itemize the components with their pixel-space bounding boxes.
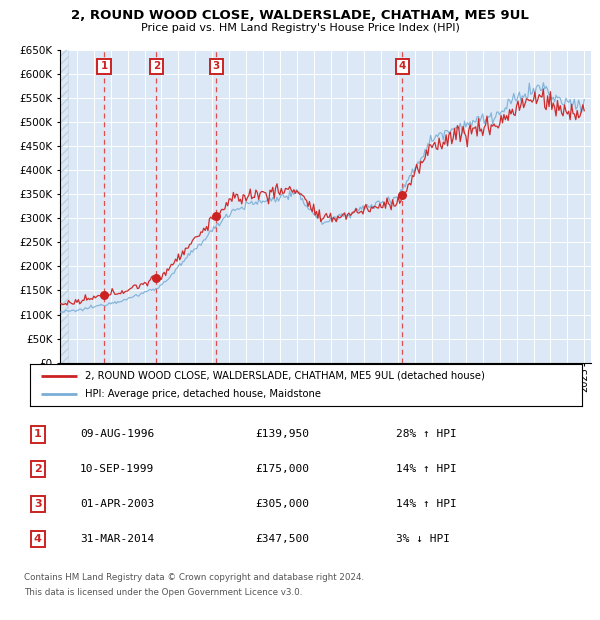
Text: £305,000: £305,000 [255,499,309,509]
Text: 2: 2 [153,61,160,71]
Text: £347,500: £347,500 [255,534,309,544]
Text: 2, ROUND WOOD CLOSE, WALDERSLADE, CHATHAM, ME5 9UL (detached house): 2, ROUND WOOD CLOSE, WALDERSLADE, CHATHA… [85,371,485,381]
Text: This data is licensed under the Open Government Licence v3.0.: This data is licensed under the Open Gov… [24,588,302,597]
Text: 2, ROUND WOOD CLOSE, WALDERSLADE, CHATHAM, ME5 9UL: 2, ROUND WOOD CLOSE, WALDERSLADE, CHATHA… [71,9,529,22]
Text: 1: 1 [100,61,107,71]
Text: Contains HM Land Registry data © Crown copyright and database right 2024.: Contains HM Land Registry data © Crown c… [24,574,364,583]
Text: 14% ↑ HPI: 14% ↑ HPI [396,464,457,474]
Text: £175,000: £175,000 [255,464,309,474]
Text: 31-MAR-2014: 31-MAR-2014 [80,534,154,544]
Text: 3: 3 [34,499,41,509]
Text: 28% ↑ HPI: 28% ↑ HPI [396,430,457,440]
Text: 2: 2 [34,464,41,474]
Text: 01-APR-2003: 01-APR-2003 [80,499,154,509]
Text: 3% ↓ HPI: 3% ↓ HPI [396,534,450,544]
Text: 4: 4 [34,534,41,544]
Text: 14% ↑ HPI: 14% ↑ HPI [396,499,457,509]
Text: Price paid vs. HM Land Registry's House Price Index (HPI): Price paid vs. HM Land Registry's House … [140,23,460,33]
Text: 09-AUG-1996: 09-AUG-1996 [80,430,154,440]
Text: 3: 3 [213,61,220,71]
Text: 1: 1 [34,430,41,440]
Text: HPI: Average price, detached house, Maidstone: HPI: Average price, detached house, Maid… [85,389,321,399]
Text: 4: 4 [399,61,406,71]
Text: £139,950: £139,950 [255,430,309,440]
Text: 10-SEP-1999: 10-SEP-1999 [80,464,154,474]
